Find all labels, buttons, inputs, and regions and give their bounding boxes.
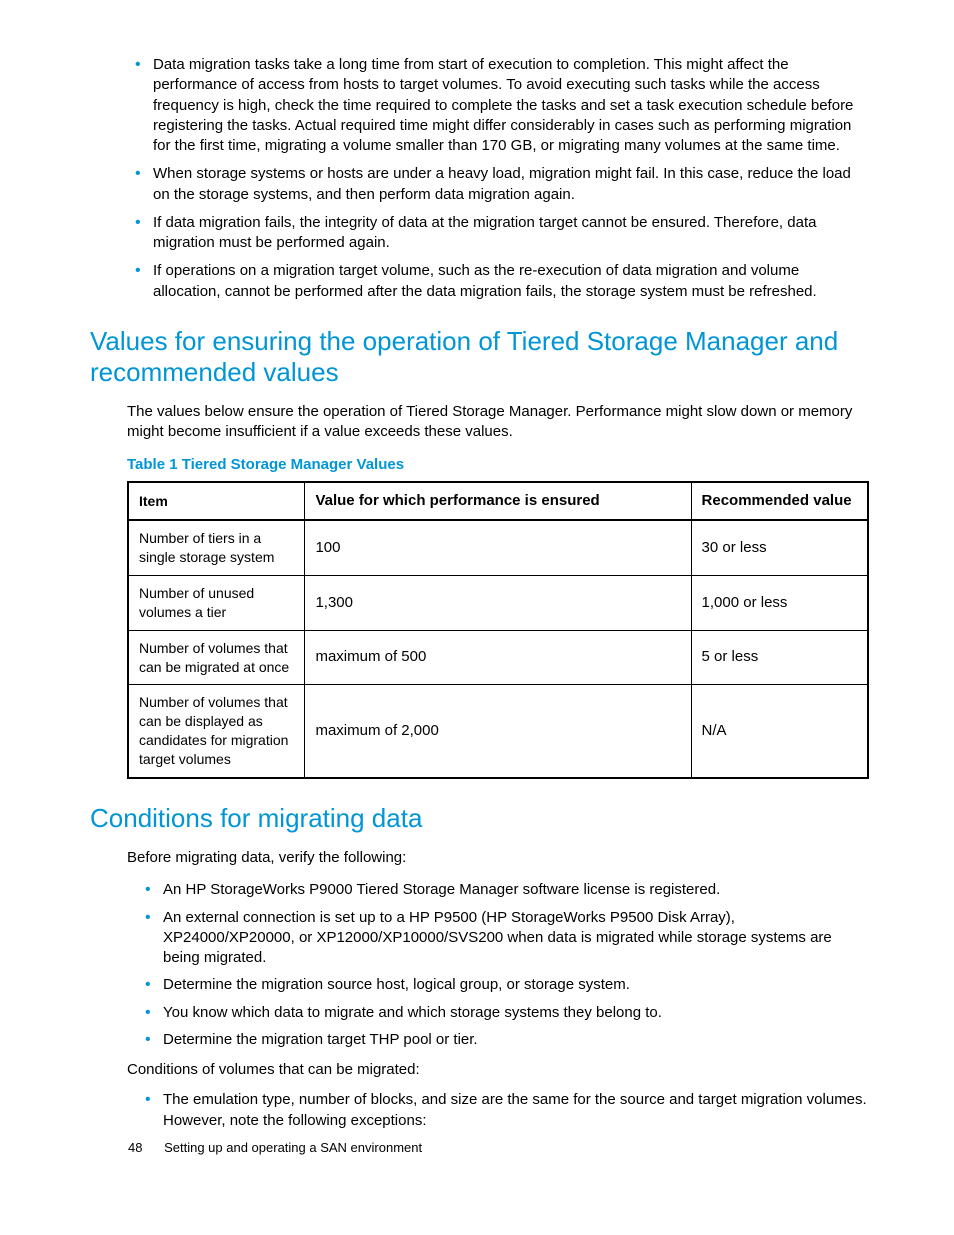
conditions-list-2: The emulation type, number of blocks, an…: [90, 1090, 869, 1131]
table-cell: N/A: [691, 685, 868, 778]
table-row: Number of volumes that can be migrated a…: [128, 630, 868, 685]
table-row: Number of tiers in a single storage syst…: [128, 520, 868, 575]
page-number: 48: [128, 1140, 142, 1155]
paragraph: Conditions of volumes that can be migrat…: [127, 1060, 869, 1080]
section-heading-values: Values for ensuring the operation of Tie…: [90, 326, 869, 388]
table-cell: Number of volumes that can be displayed …: [128, 685, 305, 778]
list-item: An external connection is set up to a HP…: [145, 908, 869, 969]
table-cell: 1,000 or less: [691, 575, 868, 630]
values-table: Item Value for which performance is ensu…: [127, 481, 869, 779]
table-header: Value for which performance is ensured: [305, 482, 691, 520]
table-cell: 30 or less: [691, 520, 868, 575]
list-item: You know which data to migrate and which…: [145, 1003, 869, 1023]
list-item: Determine the migration target THP pool …: [145, 1030, 869, 1050]
table-cell: maximum of 2,000: [305, 685, 691, 778]
table-cell: Number of unused volumes a tier: [128, 575, 305, 630]
table-cell: Number of tiers in a single storage syst…: [128, 520, 305, 575]
table-cell: maximum of 500: [305, 630, 691, 685]
table-cell: Number of volumes that can be migrated a…: [128, 630, 305, 685]
list-item: Determine the migration source host, log…: [145, 975, 869, 995]
list-item: If data migration fails, the integrity o…: [135, 213, 869, 254]
table-header: Recommended value: [691, 482, 868, 520]
table-header-row: Item Value for which performance is ensu…: [128, 482, 868, 520]
table-header: Item: [128, 482, 305, 520]
section-heading-conditions: Conditions for migrating data: [90, 803, 869, 834]
list-item: Data migration tasks take a long time fr…: [135, 55, 869, 156]
top-bullet-list: Data migration tasks take a long time fr…: [90, 55, 869, 302]
table-cell: 5 or less: [691, 630, 868, 685]
page-footer: 48 Setting up and operating a SAN enviro…: [128, 1139, 422, 1157]
table-cell: 1,300: [305, 575, 691, 630]
table-row: Number of volumes that can be displayed …: [128, 685, 868, 778]
list-item: When storage systems or hosts are under …: [135, 164, 869, 205]
conditions-list: An HP StorageWorks P9000 Tiered Storage …: [90, 880, 869, 1050]
list-item: The emulation type, number of blocks, an…: [145, 1090, 869, 1131]
section-intro: Before migrating data, verify the follow…: [127, 848, 869, 868]
table-cell: 100: [305, 520, 691, 575]
table-row: Number of unused volumes a tier 1,300 1,…: [128, 575, 868, 630]
list-item: An HP StorageWorks P9000 Tiered Storage …: [145, 880, 869, 900]
section-intro: The values below ensure the operation of…: [127, 402, 869, 443]
list-item: If operations on a migration target volu…: [135, 261, 869, 302]
table-caption: Table 1 Tiered Storage Manager Values: [127, 455, 869, 475]
footer-title: Setting up and operating a SAN environme…: [164, 1140, 422, 1155]
